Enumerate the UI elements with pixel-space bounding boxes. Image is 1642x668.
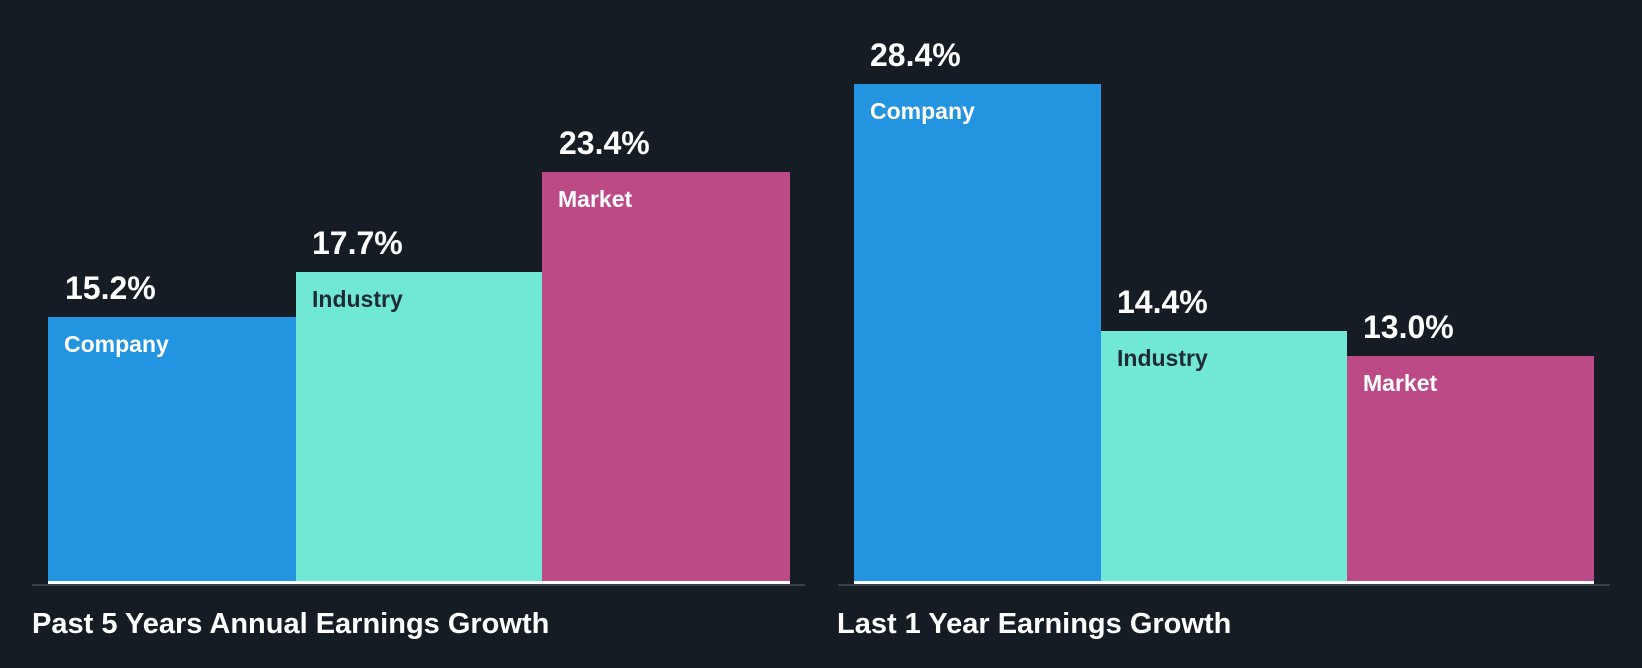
bar-market: Market [1347,356,1594,583]
bar-value-label: 23.4% [559,125,650,161]
bar-category-label: Industry [312,286,403,312]
bar-industry: Industry [1101,331,1347,583]
bar-category-label: Company [64,331,169,357]
bar-category-label: Industry [1117,345,1208,371]
bar-category-label: Company [870,98,975,124]
chart-title: Last 1 Year Earnings Growth [837,608,1232,640]
bar-value-label: 15.2% [65,270,156,306]
bar-industry: Industry [296,272,542,583]
bar-value-label: 13.0% [1363,309,1454,345]
bar-company: Company [854,84,1101,583]
bar-value-label: 14.4% [1117,284,1208,320]
bar-value-label: 28.4% [870,37,961,73]
bar-category-label: Market [1363,370,1438,396]
bar-category-label: Market [558,186,633,212]
x-axis-line [838,584,1610,586]
x-axis-line [32,584,805,586]
bar-value-label: 17.7% [312,225,403,261]
chart-past-5-years: Company 15.2% Industry 17.7% Market 23.4… [32,125,805,640]
chart-title: Past 5 Years Annual Earnings Growth [32,608,550,640]
bar-market: Market [542,172,790,583]
bar-baseline [48,581,790,584]
bar-company: Company [48,317,296,583]
bar-baseline [854,581,1594,584]
